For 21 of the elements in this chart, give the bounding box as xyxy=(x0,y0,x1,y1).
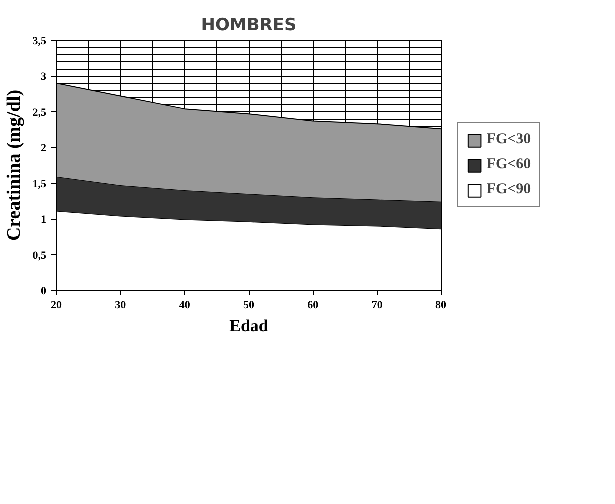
y-tick-label: 1,5 xyxy=(32,178,47,190)
y-tick-label: 0,5 xyxy=(32,250,47,262)
x-tick-label: 70 xyxy=(372,300,384,312)
x-tick-label: 50 xyxy=(244,300,255,312)
chart-title: HOMBRES xyxy=(201,16,297,36)
legend-label: FG<90 xyxy=(486,182,532,198)
legend-label: FG<30 xyxy=(486,132,532,148)
x-tick-label: 80 xyxy=(436,300,447,312)
legend-label: FG<60 xyxy=(486,156,532,174)
x-axis-title: Edad xyxy=(230,316,269,336)
y-tick-label: 3,5 xyxy=(32,36,47,48)
y-tick-label: 2,5 xyxy=(32,106,47,119)
x-tick-label: 60 xyxy=(308,300,320,312)
y-tick-label: 1 xyxy=(41,214,46,226)
x-tick-label: 30 xyxy=(115,300,127,312)
x-tick-label: 40 xyxy=(179,300,191,312)
y-tick-label: 2 xyxy=(41,142,47,155)
y-axis-title: Creatinina (mg/dl) xyxy=(4,90,25,242)
x-tick-label: 20 xyxy=(51,300,62,312)
y-tick-label: 3 xyxy=(41,71,47,84)
y-tick-label: 0 xyxy=(41,286,47,298)
